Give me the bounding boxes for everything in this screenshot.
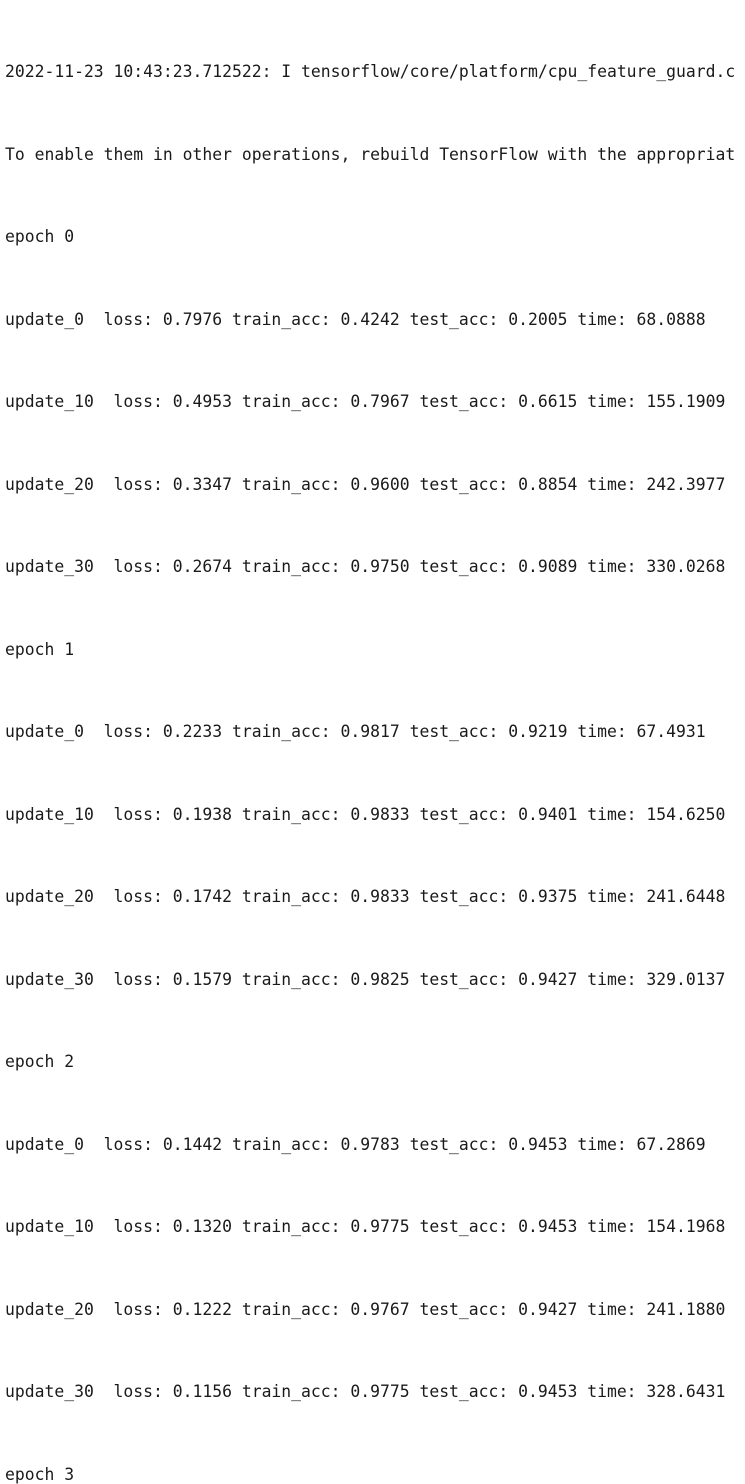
update-line: update_20 loss: 0.3347 train_acc: 0.9600…: [5, 471, 745, 499]
update-line: update_0 loss: 0.1442 train_acc: 0.9783 …: [5, 1131, 745, 1159]
update-line: update_0 loss: 0.2233 train_acc: 0.9817 …: [5, 718, 745, 746]
update-line: update_30 loss: 0.2674 train_acc: 0.9750…: [5, 553, 745, 581]
log-line-tf-warning: 2022-11-23 10:43:23.712522: I tensorflow…: [5, 58, 745, 86]
epoch-header: epoch 0: [5, 223, 745, 251]
epoch-header: epoch 1: [5, 636, 745, 664]
epoch-header: epoch 3: [5, 1461, 745, 1484]
update-line: update_10 loss: 0.1938 train_acc: 0.9833…: [5, 801, 745, 829]
epoch-header: epoch 2: [5, 1048, 745, 1076]
update-line: update_30 loss: 0.1579 train_acc: 0.9825…: [5, 966, 745, 994]
console-output: 2022-11-23 10:43:23.712522: I tensorflow…: [5, 3, 745, 1484]
update-line: update_20 loss: 0.1222 train_acc: 0.9767…: [5, 1296, 745, 1324]
log-line-tf-hint: To enable them in other operations, rebu…: [5, 141, 745, 169]
update-line: update_10 loss: 0.4953 train_acc: 0.7967…: [5, 388, 745, 416]
update-line: update_10 loss: 0.1320 train_acc: 0.9775…: [5, 1213, 745, 1241]
update-line: update_0 loss: 0.7976 train_acc: 0.4242 …: [5, 306, 745, 334]
update-line: update_30 loss: 0.1156 train_acc: 0.9775…: [5, 1378, 745, 1406]
update-line: update_20 loss: 0.1742 train_acc: 0.9833…: [5, 883, 745, 911]
